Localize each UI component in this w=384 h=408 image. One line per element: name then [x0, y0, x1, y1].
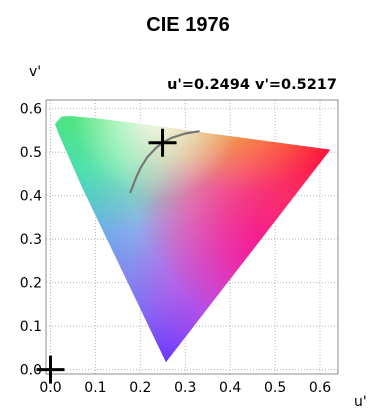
- x-tick-label: 0.5: [264, 380, 286, 396]
- plot-frame: [45, 99, 339, 375]
- axes: [45, 99, 339, 375]
- planckian-locus-line: [129, 130, 200, 194]
- x-axis-label: u': [354, 394, 367, 408]
- origin-marker: [36, 355, 65, 384]
- y-tick-label: 0.6: [20, 102, 42, 118]
- tick-labels: 0.0 0.1 0.2 0.3 0.4 0.5 0.6 0.0 0.1 0.2 0.3 0.4 0.5 0…: [20, 102, 332, 396]
- y-tick-label: 0.3: [20, 232, 42, 248]
- coordinate-readout: u'=0.2494 v'=0.5217: [167, 77, 337, 93]
- y-axis-label: v': [29, 64, 41, 80]
- y-tick-label: 0.5: [20, 145, 42, 161]
- y-tick-label: 0.2: [20, 276, 42, 292]
- y-tick-label: 0.4: [20, 189, 42, 205]
- y-tick-label: 0.0: [20, 363, 42, 379]
- marks: [36, 128, 200, 384]
- x-tick-label: 0.0: [39, 380, 61, 396]
- x-tick-label: 0.6: [309, 380, 331, 396]
- chart-title: CIE 1976: [146, 14, 229, 36]
- white-point-marker: [148, 128, 177, 157]
- x-tick-label: 0.3: [174, 380, 196, 396]
- y-tick-label: 0.1: [20, 319, 42, 335]
- x-tick-label: 0.1: [84, 380, 106, 396]
- x-tick-label: 0.2: [129, 380, 151, 396]
- x-tick-label: 0.4: [219, 380, 241, 396]
